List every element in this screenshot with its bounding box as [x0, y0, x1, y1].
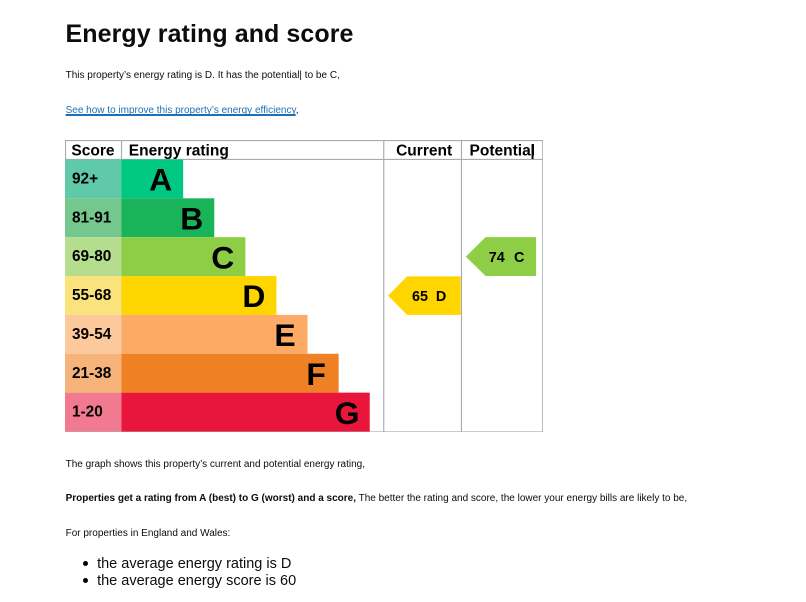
svg-text:C: C [514, 250, 524, 266]
svg-text:D: D [242, 278, 265, 314]
svg-text:D: D [436, 289, 446, 305]
svg-text:C: C [211, 239, 234, 275]
svg-text:Energy rating: Energy rating [129, 143, 229, 160]
svg-text:1-20: 1-20 [72, 404, 103, 421]
svg-text:|: | [530, 143, 534, 160]
svg-text:69-80: 69-80 [72, 248, 111, 265]
svg-text:74: 74 [489, 250, 505, 266]
svg-text:G: G [335, 395, 360, 431]
svg-text:92+: 92+ [72, 170, 98, 187]
svg-text:21-38: 21-38 [72, 365, 112, 382]
svg-text:E: E [274, 317, 295, 353]
svg-text:Current: Current [396, 143, 452, 160]
svg-text:55-68: 55-68 [72, 287, 112, 304]
svg-text:39-54: 39-54 [72, 326, 112, 343]
svg-text:Score: Score [71, 143, 115, 160]
svg-text:B: B [180, 200, 203, 236]
svg-text:65: 65 [412, 289, 428, 305]
svg-text:F: F [306, 356, 325, 392]
svg-text:A: A [149, 162, 172, 198]
svg-text:81-91: 81-91 [72, 209, 112, 226]
svg-text:Potential: Potential [469, 143, 535, 160]
